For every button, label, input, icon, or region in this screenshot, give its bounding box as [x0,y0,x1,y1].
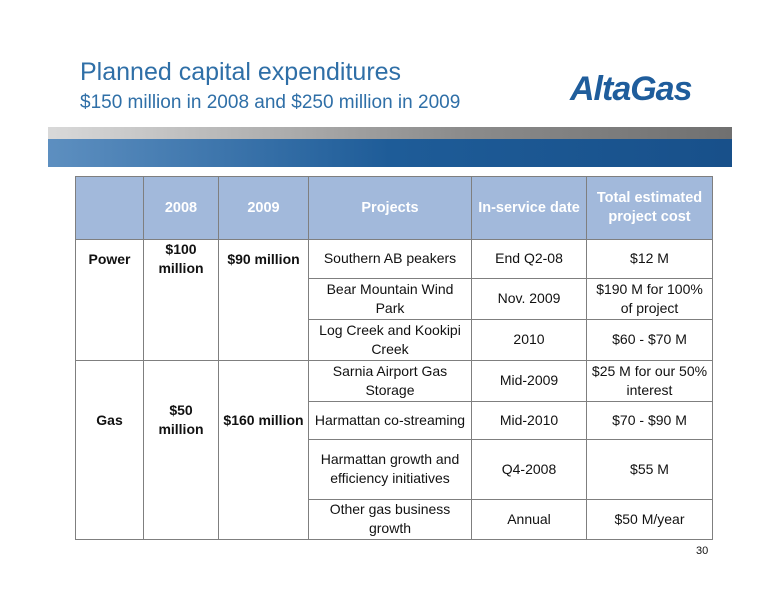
project-cell: Log Creek and Kookipi Creek [308,318,472,361]
header-segment [75,176,144,240]
altagas-logo: AltaGas [570,70,692,108]
table-row: Sarnia Airport Gas Storage Mid-2009 $25 … [75,359,713,402]
table-row: Gas $50 million $160 million Harmattan c… [75,400,713,440]
date-cell: Annual [471,498,587,540]
cost-cell: $55 M [586,438,713,500]
header-2008: 2008 [143,176,219,240]
table-row: Bear Mountain Wind Park Nov. 2009 $190 M… [75,277,713,320]
page-number: 30 [696,545,709,557]
date-cell: End Q2-08 [471,239,587,279]
date-cell: Mid-2010 [471,400,587,440]
cost-cell: $60 - $70 M [586,318,713,361]
header-band-gray [48,127,732,139]
gas-2008: $50 million [143,401,219,439]
date-cell: Q4-2008 [471,438,587,500]
cost-cell: $50 M/year [586,498,713,540]
project-cell: Harmattan growth and efficiency initiati… [308,438,472,500]
cost-cell: $190 M for 100% of project [586,277,713,320]
table-row: Other gas business growth Annual $50 M/y… [75,498,713,540]
header-projects: Projects [308,176,472,240]
table-row: Harmattan growth and efficiency initiati… [75,438,713,500]
segment-power: Power [75,239,144,278]
header-band-blue [48,139,732,167]
page-title: Planned capital expenditures [80,58,402,86]
project-cell: Harmattan co-streaming [308,400,472,440]
cost-cell: $25 M for our 50% interest [586,359,713,402]
capex-table: 2008 2009 Projects In-service date Total… [75,176,713,540]
project-cell: Bear Mountain Wind Park [308,277,472,320]
gas-2009: $160 million [218,401,309,439]
header-in-service-date: In-service date [471,176,587,240]
header-total-cost: Total estimated project cost [586,176,713,240]
power-2008: $100 million [143,239,219,278]
project-cell: Sarnia Airport Gas Storage [308,359,472,402]
page-subtitle: $150 million in 2008 and $250 million in… [80,92,461,113]
table-header-row: 2008 2009 Projects In-service date Total… [75,176,713,240]
table-row: Log Creek and Kookipi Creek 2010 $60 - $… [75,318,713,361]
project-cell: Southern AB peakers [308,239,472,279]
power-2009: $90 million [218,239,309,278]
table-row: Power $100 million $90 million Southern … [75,239,713,279]
date-cell: 2010 [471,318,587,361]
project-cell: Other gas business growth [308,498,472,540]
date-cell: Nov. 2009 [471,277,587,320]
cost-cell: $70 - $90 M [586,400,713,440]
header-2009: 2009 [218,176,309,240]
cost-cell: $12 M [586,239,713,279]
date-cell: Mid-2009 [471,359,587,402]
segment-gas: Gas [75,401,144,439]
